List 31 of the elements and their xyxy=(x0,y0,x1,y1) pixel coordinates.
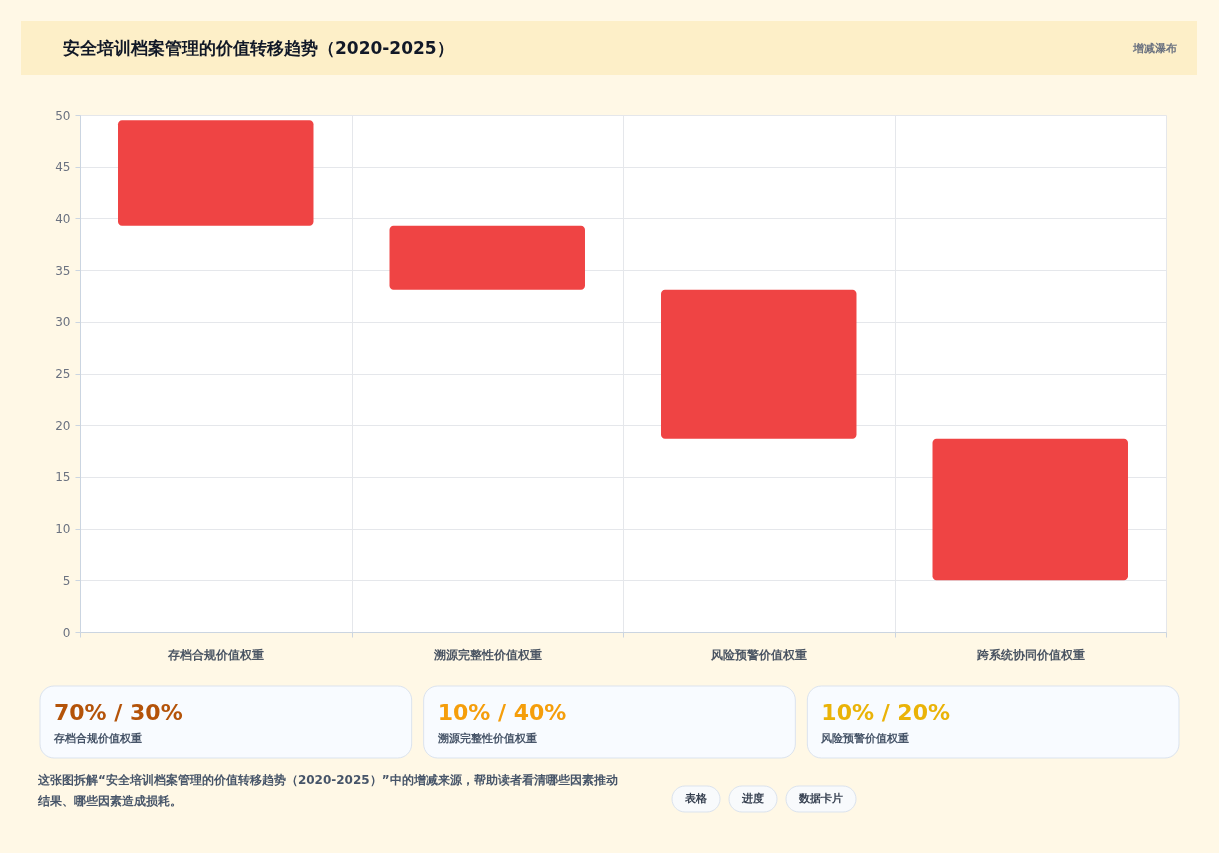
text: 70% / 30% xyxy=(54,700,183,725)
y-tick-label: 0 xyxy=(62,625,71,640)
text: 这张图拆解“安全培训档案管理的价值转移趋势（2020-2025）”中的增减来源，帮助读者看清哪些因素推动结果、哪些因素造成损耗。 xyxy=(37,773,618,808)
text: 表格 xyxy=(684,792,708,805)
y-tick-label: 40 xyxy=(55,211,71,226)
y-tick-label: 35 xyxy=(55,263,71,278)
y-tick-label: 30 xyxy=(55,315,71,330)
text: 风险预警价值权重 xyxy=(820,732,910,745)
chart-title: 安全培训档案管理的价值转移趋势（2020-2025） xyxy=(63,38,454,58)
x-tick-label: 风险预警价值权重 xyxy=(710,647,808,662)
x-tick-label: 存档合规价值权重 xyxy=(167,647,265,662)
text: 溯源完整性价值权重 xyxy=(436,732,537,745)
x-tick-label: 溯源完整性价值权重 xyxy=(432,647,542,662)
text: 数据卡片 xyxy=(798,792,843,805)
bar xyxy=(932,438,1128,581)
x-tick-label: 跨系统协同价值权重 xyxy=(975,647,1085,662)
text: 10% / 20% xyxy=(821,700,951,725)
text: 10% / 40% xyxy=(437,700,567,725)
y-tick-label: 25 xyxy=(55,367,71,381)
y-tick-label: 50 xyxy=(55,108,71,123)
bar xyxy=(389,225,585,290)
bar xyxy=(118,120,314,226)
text: 存档合规价值权重 xyxy=(53,732,142,745)
text: 增减瀑布 xyxy=(1132,42,1177,55)
text: 进度 xyxy=(741,792,764,805)
y-tick-label: 15 xyxy=(55,470,71,485)
y-tick-label: 20 xyxy=(55,418,71,433)
y-tick-label: 45 xyxy=(55,160,71,175)
bar xyxy=(661,289,857,439)
y-tick-label: 10 xyxy=(55,522,71,537)
y-tick-label: 5 xyxy=(62,573,71,588)
